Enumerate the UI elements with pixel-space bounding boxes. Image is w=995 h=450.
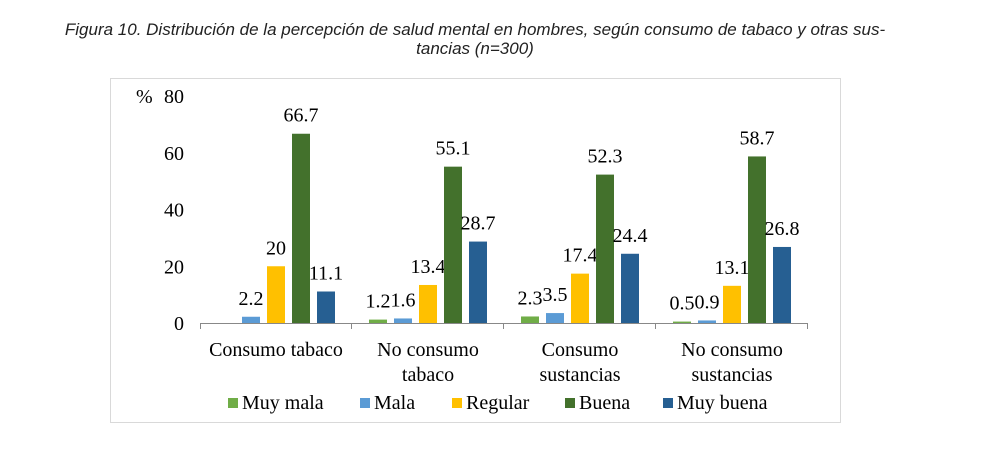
chart-frame <box>110 78 841 423</box>
x-category-label: sustancias <box>539 364 620 386</box>
x-category-label: Consumo tabaco <box>209 339 343 361</box>
bar-buena <box>596 174 614 323</box>
bar-muy-buena <box>317 291 335 323</box>
bar-buena <box>748 156 766 323</box>
bar-mala <box>242 316 260 323</box>
legend-swatch <box>663 398 673 408</box>
data-label: 11.1 <box>309 263 343 285</box>
bar-regular <box>419 284 437 323</box>
x-category-label: sustancias <box>691 364 772 386</box>
y-tick-label: 60 <box>164 143 184 165</box>
bar-muy-mala <box>369 319 387 323</box>
bar-muy-buena <box>621 253 639 323</box>
y-tick-label: 80 <box>164 86 184 108</box>
legend-label: Muy buena <box>677 392 768 414</box>
data-label: 2.3 <box>518 287 543 309</box>
data-label: 0.9 <box>695 291 720 313</box>
bar-mala <box>546 313 564 323</box>
data-label: 28.7 <box>461 213 496 235</box>
data-label: 52.3 <box>588 146 623 168</box>
x-category-label: Consumo <box>542 339 619 361</box>
data-label: 55.1 <box>436 138 471 160</box>
bar-mala <box>394 318 412 323</box>
bar-muy-mala <box>673 321 691 323</box>
chart-title-line1: Figura 10. Distribución de la percepción… <box>64 20 886 39</box>
data-label: 3.5 <box>543 284 568 306</box>
x-category-label: No consumo <box>377 339 479 361</box>
data-label: 17.4 <box>563 245 598 267</box>
data-label: 26.8 <box>765 218 800 240</box>
legend-swatch <box>565 398 575 408</box>
x-category-label: tabaco <box>402 364 454 386</box>
data-label: 58.7 <box>740 127 775 149</box>
y-tick-label: 20 <box>164 256 184 278</box>
legend-label: Regular <box>466 392 530 414</box>
data-label: 24.4 <box>613 225 648 247</box>
legend-label: Muy mala <box>242 392 324 414</box>
legend-label: Mala <box>374 392 415 414</box>
legend-swatch <box>228 398 238 408</box>
bar-buena <box>292 133 310 323</box>
data-label: 13.4 <box>411 256 446 278</box>
data-label: 1.6 <box>391 289 416 311</box>
bar-regular <box>267 266 285 323</box>
bar-muy-buena <box>773 246 791 323</box>
data-label: 1.2 <box>366 291 391 313</box>
bar-muy-buena <box>469 241 487 323</box>
data-label: 66.7 <box>284 105 319 127</box>
data-label: 0.5 <box>670 293 695 315</box>
x-category-label: No consumo <box>681 339 783 361</box>
data-label: 13.1 <box>715 257 750 279</box>
y-tick-label: 0 <box>174 313 184 335</box>
bar-muy-mala <box>521 316 539 323</box>
bar-regular <box>723 285 741 323</box>
bar-mala <box>698 320 716 323</box>
y-axis-label: % <box>136 86 153 108</box>
legend-swatch <box>452 398 462 408</box>
y-tick-label: 40 <box>164 200 184 222</box>
bar-buena <box>444 166 462 323</box>
legend-swatch <box>360 398 370 408</box>
chart-title-line2: tancias (n=300) <box>416 39 534 58</box>
bar-regular <box>571 273 589 323</box>
legend-label: Buena <box>579 392 630 414</box>
data-label: 20 <box>266 237 286 259</box>
data-label: 2.2 <box>239 288 264 310</box>
